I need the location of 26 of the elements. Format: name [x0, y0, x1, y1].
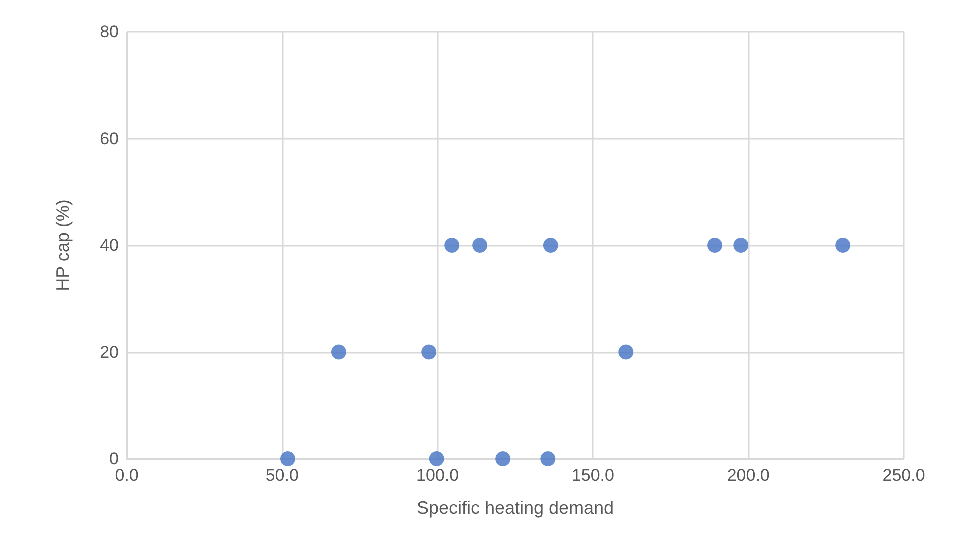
- point: [496, 452, 511, 466]
- point: [444, 238, 460, 253]
- point: [708, 238, 723, 253]
- x-tick-label: 200.0: [727, 466, 770, 485]
- point: [618, 344, 634, 360]
- point: [543, 238, 558, 253]
- point: [422, 344, 437, 360]
- y-tick-label: 40: [100, 236, 119, 255]
- y-tick-label: 80: [100, 22, 119, 42]
- y-axis-title: HP cap (%): [53, 200, 73, 292]
- x-tick-label: 50.0: [266, 466, 299, 485]
- point: [429, 452, 444, 466]
- point: [734, 238, 749, 253]
- y-tick-label: 60: [100, 129, 119, 148]
- x-tick-label: 150.0: [572, 466, 614, 485]
- point: [472, 238, 488, 253]
- x-tick-label: 100.0: [416, 466, 460, 485]
- y-tick-label: 20: [100, 342, 119, 362]
- point: [836, 238, 851, 253]
- x-axis-title: Specific heating demand: [416, 498, 614, 518]
- point: [331, 344, 346, 360]
- y-tick-label: 0: [110, 450, 119, 468]
- point: [280, 452, 296, 466]
- x-tick-label: 250.0: [882, 466, 926, 485]
- point: [540, 452, 556, 466]
- x-tick-label: 0.0: [115, 466, 139, 485]
